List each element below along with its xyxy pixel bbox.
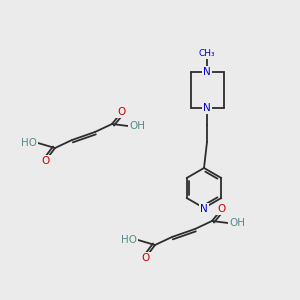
Text: CH₃: CH₃ xyxy=(199,50,215,58)
Text: O: O xyxy=(142,253,150,263)
Text: O: O xyxy=(42,156,50,166)
Text: HO: HO xyxy=(21,138,37,148)
Text: OH: OH xyxy=(229,218,245,228)
Text: N: N xyxy=(203,103,211,113)
Text: N: N xyxy=(200,204,208,214)
Text: O: O xyxy=(217,204,225,214)
Text: N: N xyxy=(203,67,211,77)
Text: OH: OH xyxy=(129,121,145,131)
Text: HO: HO xyxy=(121,235,137,245)
Text: O: O xyxy=(117,107,125,117)
